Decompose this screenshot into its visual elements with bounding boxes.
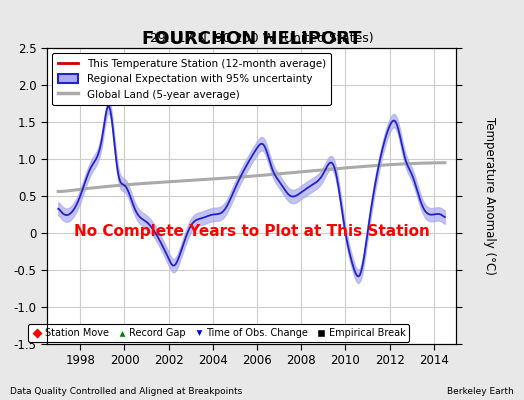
Text: 29.117 N, 90.200 W (United States): 29.117 N, 90.200 W (United States): [150, 32, 374, 45]
Text: No Complete Years to Plot at This Station: No Complete Years to Plot at This Statio…: [73, 224, 430, 239]
Title: FOURCHON HELIPORT: FOURCHON HELIPORT: [142, 30, 361, 48]
Text: Berkeley Earth: Berkeley Earth: [447, 387, 514, 396]
Legend: Station Move, Record Gap, Time of Obs. Change, Empirical Break: Station Move, Record Gap, Time of Obs. C…: [28, 324, 409, 342]
Text: Data Quality Controlled and Aligned at Breakpoints: Data Quality Controlled and Aligned at B…: [10, 387, 243, 396]
Y-axis label: Temperature Anomaly (°C): Temperature Anomaly (°C): [483, 117, 496, 275]
